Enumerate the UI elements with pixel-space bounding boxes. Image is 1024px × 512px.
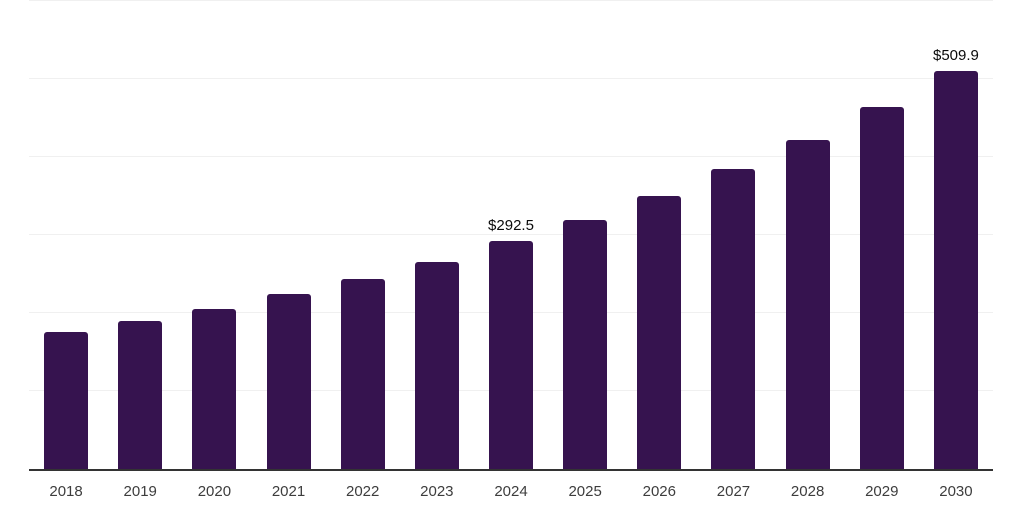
x-tick-2018: 2018 — [49, 483, 83, 500]
x-tick-2028: 2028 — [790, 483, 825, 500]
data-label-2024: $292.5 — [488, 216, 534, 234]
x-tick-2029: 2029 — [865, 483, 899, 500]
gridline-300 — [29, 234, 993, 235]
bar-2020 — [192, 309, 237, 469]
bar-2023 — [414, 261, 459, 469]
bar-2030 — [933, 71, 978, 469]
gridline-500 — [29, 78, 993, 79]
x-axis-labels: 2018 2019 2020 2021 2022 2023 2024 2025 2026 2027… — [29, 482, 993, 504]
bar-2026 — [637, 195, 682, 469]
x-tick-2027: 2027 — [716, 483, 751, 500]
bar-2022 — [340, 279, 385, 469]
x-tick-2023: 2023 — [420, 483, 454, 500]
gridline-600 — [29, 0, 993, 1]
bar-2018 — [44, 332, 89, 469]
x-tick-2030: 2030 — [939, 483, 973, 500]
gridline-400 — [29, 156, 993, 157]
bar-2027 — [711, 168, 756, 469]
x-tick-2022: 2022 — [346, 483, 380, 500]
bar-2021 — [266, 294, 311, 469]
data-label-2030: $509.9 — [932, 47, 979, 65]
x-tick-2024: 2024 — [494, 483, 528, 500]
x-tick-2026: 2026 — [642, 483, 676, 500]
x-tick-2019: 2019 — [123, 483, 157, 500]
bar-2019 — [118, 321, 163, 469]
bar-2025 — [563, 219, 608, 469]
x-tick-2020: 2020 — [197, 483, 232, 500]
bar-2024 — [489, 240, 533, 469]
x-tick-2021: 2021 — [271, 483, 306, 500]
plot-area: $292.5 $509.9 — [29, 0, 993, 471]
bar-2029 — [859, 106, 904, 469]
x-tick-2025: 2025 — [568, 483, 602, 500]
bar-2028 — [785, 139, 830, 469]
